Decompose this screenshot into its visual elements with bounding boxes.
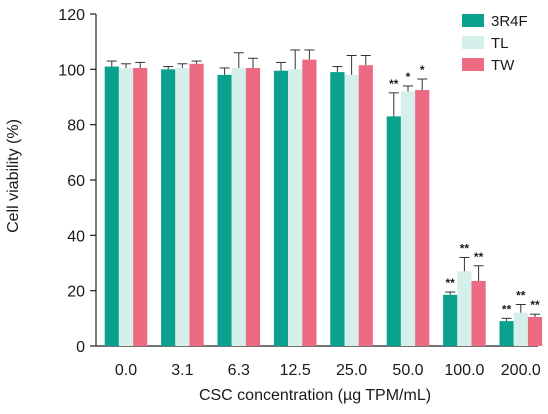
significance-mark: ** (446, 276, 456, 290)
bar (358, 65, 373, 346)
legend-label: TL (491, 35, 509, 52)
x-tick-label: 200.0 (501, 362, 541, 379)
bar (273, 70, 289, 346)
significance-mark: ** (530, 298, 540, 312)
bar (245, 67, 261, 346)
bar (189, 63, 204, 347)
bar (386, 116, 401, 346)
bar (133, 67, 148, 346)
y-tick-label: 80 (67, 118, 85, 135)
x-tick-label: 12.5 (280, 362, 311, 379)
bar (118, 67, 134, 346)
significance-mark: ** (389, 77, 399, 91)
bar (288, 69, 303, 346)
bar (513, 312, 528, 346)
bar (499, 321, 514, 346)
x-tick-label: 0.0 (115, 362, 137, 379)
y-tick-label: 40 (67, 228, 85, 245)
bar (527, 316, 543, 346)
bar (161, 69, 176, 346)
y-tick-label: 0 (76, 339, 85, 356)
x-axis-title: CSC concentration (µg TPM/mL) (199, 387, 431, 404)
significance-mark: * (420, 63, 425, 77)
x-tick-label: 6.3 (228, 362, 250, 379)
x-tick-label: 25.0 (336, 362, 367, 379)
bar (104, 66, 119, 347)
significance-mark: * (406, 70, 411, 84)
y-tick-label: 60 (67, 173, 85, 190)
significance-mark: ** (460, 241, 470, 255)
bar (231, 67, 246, 346)
bar (415, 90, 430, 346)
legend-swatch (462, 58, 484, 71)
y-axis-title: Cell viability (%) (5, 119, 22, 233)
legend-label: TW (491, 57, 515, 74)
bar (344, 74, 359, 346)
significance-mark: ** (516, 289, 526, 303)
bar (457, 271, 472, 346)
significance-mark: ** (502, 302, 512, 316)
legend-swatch (462, 36, 484, 49)
bar (400, 91, 416, 346)
bar (175, 67, 190, 346)
x-tick-label: 50.0 (392, 362, 423, 379)
legend-label: 3R4F (491, 13, 528, 30)
y-tick-label: 20 (67, 284, 85, 301)
bar (217, 74, 232, 346)
y-tick-label: 100 (58, 62, 85, 79)
x-tick-label: 3.1 (171, 362, 193, 379)
legend-swatch (462, 14, 484, 27)
bar (302, 59, 317, 347)
bar (471, 280, 486, 346)
y-tick-label: 120 (58, 7, 85, 24)
significance-mark: ** (474, 250, 484, 264)
bar (443, 294, 458, 346)
x-tick-label: 100.0 (444, 362, 484, 379)
bar (330, 72, 345, 346)
